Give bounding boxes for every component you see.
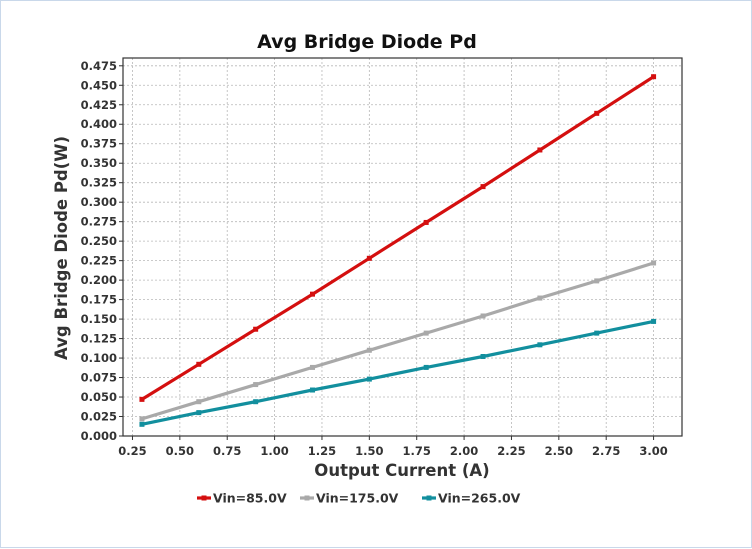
data-point bbox=[594, 110, 600, 116]
y-tick-label: 0.050 bbox=[81, 390, 117, 404]
y-ticks: 0.000 0.025 0.050 0.075 0.100 0.125 0.150 0.175… bbox=[81, 59, 123, 443]
x-tick-label: 1.25 bbox=[308, 444, 336, 458]
y-tick-label: 0.075 bbox=[81, 371, 117, 385]
data-point bbox=[139, 421, 145, 427]
y-axis-label: Avg Bridge Diode Pd(W) bbox=[52, 136, 71, 360]
data-point bbox=[253, 382, 259, 388]
chart-title: Avg Bridge Diode Pd bbox=[257, 31, 477, 53]
x-ticks: 0.25 0.50 0.75 1.00 1.25 1.50 1.75 2.00 2.25 2.50… bbox=[118, 436, 668, 458]
data-point bbox=[537, 147, 543, 153]
y-tick-label: 0.250 bbox=[81, 234, 117, 248]
x-tick-label: 2.75 bbox=[592, 444, 620, 458]
data-point bbox=[480, 184, 486, 190]
y-tick-label: 0.475 bbox=[81, 59, 117, 73]
legend-label: Vin=175.0V bbox=[316, 491, 399, 506]
x-tick-label: 0.50 bbox=[166, 444, 194, 458]
data-point bbox=[537, 342, 543, 348]
data-point bbox=[366, 347, 372, 353]
data-point bbox=[480, 313, 486, 319]
data-point bbox=[309, 387, 315, 393]
x-tick-label: 1.50 bbox=[355, 444, 383, 458]
legend-label: Vin=265.0V bbox=[438, 491, 521, 506]
legend-marker bbox=[201, 495, 207, 501]
x-tick-label: 2.25 bbox=[497, 444, 525, 458]
y-tick-label: 0.200 bbox=[81, 273, 117, 287]
y-tick-label: 0.025 bbox=[81, 410, 117, 424]
legend-label: Vin=85.0V bbox=[213, 491, 287, 506]
data-point bbox=[309, 291, 315, 297]
y-tick-label: 0.300 bbox=[81, 195, 117, 209]
data-point bbox=[651, 260, 657, 266]
y-tick-label: 0.150 bbox=[81, 312, 117, 326]
y-tick-label: 0.400 bbox=[81, 117, 117, 131]
y-tick-label: 0.000 bbox=[81, 429, 117, 443]
legend: Vin=85.0V Vin=175.0V Vin=265.0V bbox=[197, 491, 521, 506]
y-tick-label: 0.425 bbox=[81, 98, 117, 112]
y-tick-label: 0.100 bbox=[81, 351, 117, 365]
legend-marker bbox=[304, 495, 310, 501]
x-tick-label: 3.00 bbox=[639, 444, 667, 458]
y-tick-label: 0.450 bbox=[81, 78, 117, 92]
x-tick-label: 1.75 bbox=[403, 444, 431, 458]
data-point bbox=[423, 364, 429, 370]
y-tick-label: 0.225 bbox=[81, 254, 117, 268]
y-tick-label: 0.175 bbox=[81, 293, 117, 307]
y-tick-label: 0.375 bbox=[81, 137, 117, 151]
data-point bbox=[366, 376, 372, 382]
data-point bbox=[480, 354, 486, 360]
series-line-1 bbox=[141, 75, 655, 401]
y-tick-label: 0.125 bbox=[81, 332, 117, 346]
data-point bbox=[196, 410, 202, 416]
x-axis-label: Output Current (A) bbox=[314, 461, 489, 480]
data-point bbox=[594, 278, 600, 284]
x-tick-label: 0.75 bbox=[213, 444, 241, 458]
data-point bbox=[537, 295, 543, 301]
series-line-3 bbox=[141, 319, 654, 426]
y-tick-label: 0.350 bbox=[81, 156, 117, 170]
legend-marker bbox=[426, 495, 432, 501]
data-point bbox=[253, 326, 259, 332]
data-point bbox=[423, 330, 429, 336]
data-point bbox=[423, 219, 429, 225]
data-point bbox=[651, 74, 657, 80]
data-point bbox=[139, 416, 145, 422]
data-point bbox=[139, 396, 145, 402]
data-point bbox=[651, 318, 657, 324]
series-line-2 bbox=[141, 261, 655, 421]
data-point bbox=[594, 330, 600, 336]
series-group bbox=[139, 74, 657, 427]
data-point bbox=[196, 361, 202, 367]
x-tick-label: 0.25 bbox=[118, 444, 146, 458]
data-point bbox=[196, 399, 202, 405]
y-tick-label: 0.325 bbox=[81, 176, 117, 190]
plot-area-border bbox=[122, 57, 683, 437]
x-tick-label: 1.00 bbox=[260, 444, 288, 458]
data-point bbox=[309, 364, 315, 370]
y-tick-label: 0.275 bbox=[81, 215, 117, 229]
x-tick-label: 2.50 bbox=[545, 444, 573, 458]
data-point bbox=[253, 399, 259, 405]
data-point bbox=[366, 255, 372, 261]
x-tick-label: 2.00 bbox=[450, 444, 478, 458]
